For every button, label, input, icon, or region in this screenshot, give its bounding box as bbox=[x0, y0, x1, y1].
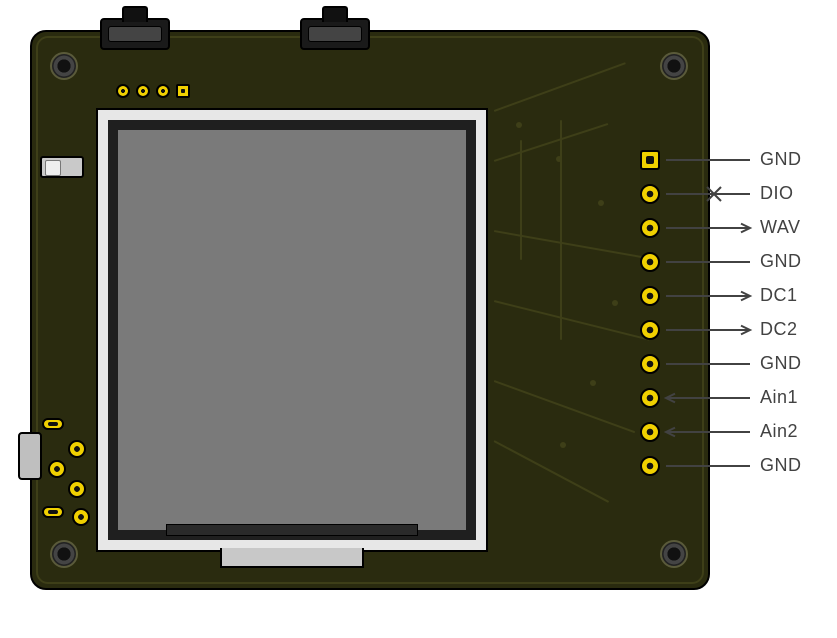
pin-label: WAV bbox=[760, 217, 801, 238]
pin-label: GND bbox=[760, 353, 802, 374]
pin-label: GND bbox=[760, 455, 802, 476]
pin-arrow bbox=[666, 187, 750, 201]
pin-arrow-layer bbox=[0, 0, 837, 638]
stage: GND DIO WAV GND DC1 DC2 GND Ain1 Ain2 GND bbox=[0, 0, 837, 638]
pin-arrow bbox=[666, 428, 750, 437]
pin-label: GND bbox=[760, 251, 802, 272]
pin-arrow bbox=[666, 326, 750, 335]
pin-label: Ain2 bbox=[760, 421, 798, 442]
pin-arrow bbox=[666, 224, 750, 233]
pin-arrow bbox=[666, 394, 750, 403]
pin-label: GND bbox=[760, 149, 802, 170]
pin-arrow bbox=[666, 292, 750, 301]
pin-label: DC2 bbox=[760, 319, 798, 340]
pin-label: DIO bbox=[760, 183, 794, 204]
pin-label: DC1 bbox=[760, 285, 798, 306]
pin-label: Ain1 bbox=[760, 387, 798, 408]
